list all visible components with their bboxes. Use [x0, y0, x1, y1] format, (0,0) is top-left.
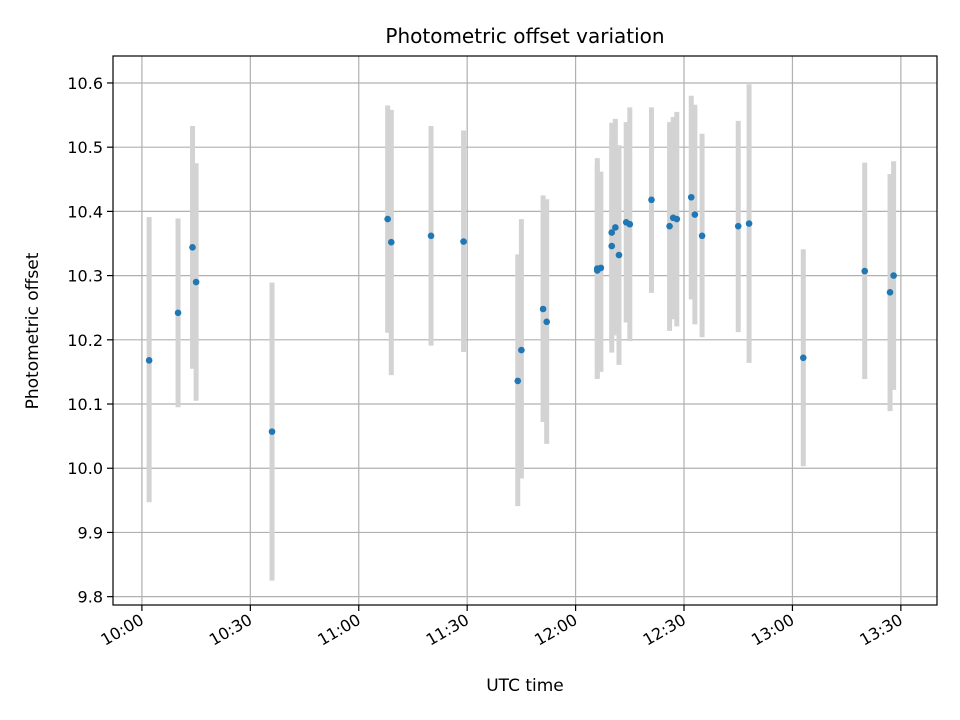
y-tick-label: 9.8: [78, 588, 103, 607]
y-tick-label: 10.1: [67, 395, 103, 414]
data-point: [687, 193, 695, 201]
y-tick-label: 10.4: [67, 202, 103, 221]
y-tick-label: 10.5: [67, 138, 103, 157]
data-point: [648, 196, 655, 204]
plot-frame: [112, 55, 938, 606]
data-point: [890, 272, 897, 279]
data-point: [597, 264, 605, 272]
y-axis-label: Photometric offset: [23, 252, 43, 409]
data-point: [268, 428, 276, 435]
data-points: [145, 193, 897, 435]
data-point: [384, 215, 391, 223]
data-point: [691, 211, 699, 218]
chart-title: Photometric offset variation: [385, 24, 664, 48]
y-tick-label: 10.0: [67, 459, 103, 478]
data-point: [626, 220, 634, 228]
grid: [113, 56, 937, 605]
data-point: [734, 222, 742, 230]
data-point: [192, 278, 200, 286]
y-tick-label: 10.6: [67, 74, 103, 93]
data-point: [427, 232, 435, 240]
data-point: [886, 288, 894, 296]
data-point: [608, 229, 616, 236]
data-point: [799, 354, 807, 362]
data-point: [608, 242, 616, 250]
data-point: [698, 232, 706, 240]
y-tick-label: 10.2: [67, 331, 103, 350]
data-point: [543, 318, 550, 326]
data-point: [612, 224, 619, 231]
data-point: [189, 244, 196, 251]
data-point: [666, 222, 673, 230]
data-point: [518, 346, 525, 354]
data-point: [145, 357, 153, 364]
data-point: [861, 267, 869, 275]
data-point: [615, 251, 623, 259]
y-tick-label: 10.3: [67, 267, 103, 286]
data-point: [460, 238, 467, 245]
data-point: [539, 305, 547, 313]
data-point: [673, 215, 681, 223]
data-point: [387, 238, 395, 246]
data-point: [514, 377, 522, 385]
data-point: [174, 309, 182, 317]
x-axis-label: UTC time: [486, 676, 564, 696]
y-tick-label: 9.9: [78, 523, 103, 542]
data-point: [745, 220, 753, 227]
